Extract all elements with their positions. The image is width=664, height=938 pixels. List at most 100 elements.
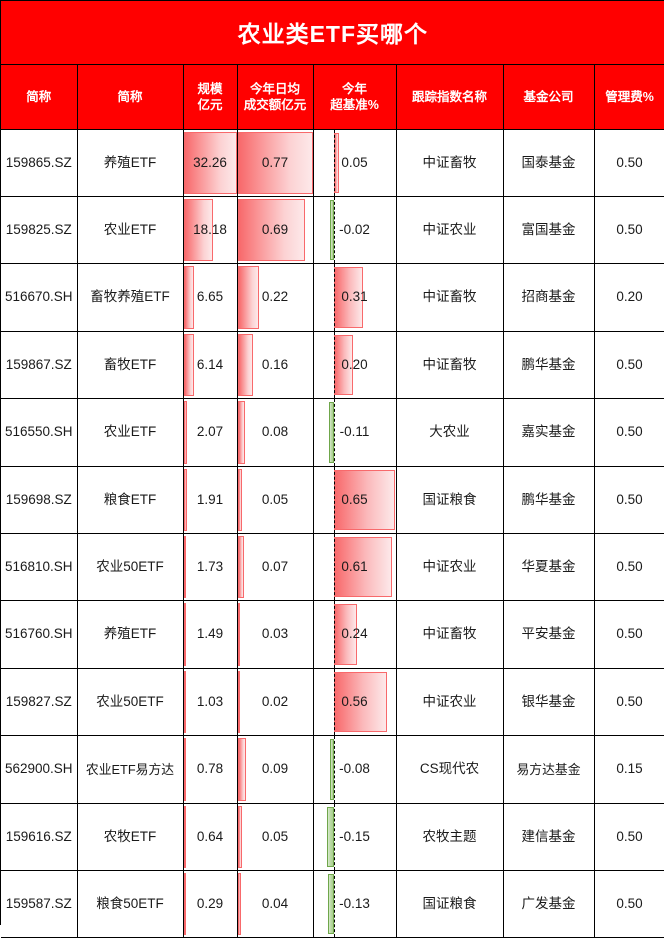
cell-excess[interactable]: -0.11 — [313, 398, 397, 467]
cell-name[interactable]: 农业ETF易方达 — [77, 735, 184, 804]
cell-index[interactable]: 国证粮食 — [396, 870, 504, 938]
table-row[interactable]: 516760.SH 养殖ETF 1.49 0.03 0.24 中证畜牧 平安基金 0.50 — [1, 600, 664, 669]
column-header-turnover[interactable]: 今年日均 成交额亿元 — [237, 64, 314, 130]
cell-name[interactable]: 畜牧养殖ETF — [77, 263, 184, 332]
cell-company[interactable]: 鹏华基金 — [503, 331, 595, 400]
table-row[interactable]: 159867.SZ 畜牧ETF 6.14 0.16 0.20 中证畜牧 鹏华基金 0.50 — [1, 331, 664, 400]
cell-index[interactable]: 国证粮食 — [396, 466, 504, 534]
cell-excess[interactable]: 0.56 — [313, 668, 397, 737]
cell-fee[interactable]: 0.50 — [594, 398, 664, 467]
cell-scale[interactable]: 18.18 — [183, 196, 238, 265]
cell-turnover[interactable]: 0.09 — [237, 735, 314, 804]
cell-scale[interactable]: 6.14 — [183, 331, 238, 400]
table-row[interactable]: 159616.SZ 农牧ETF 0.64 0.05 -0.15 农牧主题 建信基金 0.50 — [1, 803, 664, 871]
cell-company[interactable]: 鹏华基金 — [503, 466, 595, 534]
cell-code[interactable]: 516550.SH — [1, 398, 78, 467]
cell-scale[interactable]: 0.29 — [183, 870, 238, 938]
column-header-index[interactable]: 跟踪指数名称 — [396, 64, 504, 130]
cell-index[interactable]: 中证农业 — [396, 533, 504, 602]
cell-turnover[interactable]: 0.08 — [237, 398, 314, 467]
table-row[interactable]: 562900.SH 农业ETF易方达 0.78 0.09 -0.08 CS现代农 易方达基金… — [1, 735, 664, 804]
cell-index[interactable]: 中证畜牧 — [396, 331, 504, 400]
cell-name[interactable]: 农业50ETF — [77, 533, 184, 602]
cell-index[interactable]: 中证农业 — [396, 668, 504, 737]
cell-company[interactable]: 易方达基金 — [503, 735, 595, 804]
cell-code[interactable]: 516760.SH — [1, 600, 78, 669]
cell-index[interactable]: 中证畜牧 — [396, 129, 504, 197]
cell-index[interactable]: 农牧主题 — [396, 803, 504, 871]
cell-code[interactable]: 159587.SZ — [1, 870, 78, 938]
cell-name[interactable]: 农业50ETF — [77, 668, 184, 737]
cell-fee[interactable]: 0.15 — [594, 735, 664, 804]
cell-index[interactable]: CS现代农 — [396, 735, 504, 804]
cell-fee[interactable]: 0.50 — [594, 600, 664, 669]
cell-code[interactable]: 159698.SZ — [1, 466, 78, 534]
cell-fee[interactable]: 0.50 — [594, 331, 664, 400]
cell-scale[interactable]: 2.07 — [183, 398, 238, 467]
cell-name[interactable]: 畜牧ETF — [77, 331, 184, 400]
cell-name[interactable]: 农业ETF — [77, 398, 184, 467]
column-header-name[interactable]: 简称 — [77, 64, 184, 130]
cell-code[interactable]: 159865.SZ — [1, 129, 78, 197]
cell-excess[interactable]: 0.20 — [313, 331, 397, 400]
cell-code[interactable]: 562900.SH — [1, 735, 78, 804]
cell-turnover[interactable]: 0.03 — [237, 600, 314, 669]
cell-turnover[interactable]: 0.05 — [237, 803, 314, 871]
cell-turnover[interactable]: 0.04 — [237, 870, 314, 938]
cell-excess[interactable]: 0.61 — [313, 533, 397, 602]
cell-fee[interactable]: 0.20 — [594, 263, 664, 332]
table-row[interactable]: 159827.SZ 农业50ETF 1.03 0.02 0.56 中证农业 银华基金 0.50 — [1, 668, 664, 737]
cell-excess[interactable]: -0.02 — [313, 196, 397, 265]
cell-name[interactable]: 农牧ETF — [77, 803, 184, 871]
cell-code[interactable]: 159825.SZ — [1, 196, 78, 265]
cell-company[interactable]: 建信基金 — [503, 803, 595, 871]
cell-scale[interactable]: 32.26 — [183, 129, 238, 197]
column-header-fee[interactable]: 管理费% — [594, 64, 664, 130]
cell-scale[interactable]: 1.91 — [183, 466, 238, 534]
cell-name[interactable]: 农业ETF — [77, 196, 184, 265]
cell-turnover[interactable]: 0.69 — [237, 196, 314, 265]
cell-excess[interactable]: -0.08 — [313, 735, 397, 804]
cell-excess[interactable]: 0.05 — [313, 129, 397, 197]
cell-turnover[interactable]: 0.77 — [237, 129, 314, 197]
cell-scale[interactable]: 6.65 — [183, 263, 238, 332]
cell-name[interactable]: 粮食50ETF — [77, 870, 184, 938]
table-row[interactable]: 159698.SZ 粮食ETF 1.91 0.05 0.65 国证粮食 鹏华基金 0.50 — [1, 466, 664, 534]
cell-index[interactable]: 中证农业 — [396, 196, 504, 265]
cell-fee[interactable]: 0.50 — [594, 668, 664, 737]
cell-index[interactable]: 中证畜牧 — [396, 263, 504, 332]
column-header-company[interactable]: 基金公司 — [503, 64, 595, 130]
cell-scale[interactable]: 1.49 — [183, 600, 238, 669]
cell-company[interactable]: 华夏基金 — [503, 533, 595, 602]
cell-code[interactable]: 159616.SZ — [1, 803, 78, 871]
cell-name[interactable]: 养殖ETF — [77, 129, 184, 197]
column-header-excess[interactable]: 今年 超基准% — [313, 64, 397, 130]
cell-excess[interactable]: -0.15 — [313, 803, 397, 871]
cell-excess[interactable]: -0.13 — [313, 870, 397, 938]
cell-excess[interactable]: 0.31 — [313, 263, 397, 332]
cell-fee[interactable]: 0.50 — [594, 466, 664, 534]
cell-name[interactable]: 养殖ETF — [77, 600, 184, 669]
column-header-code[interactable]: 简称 — [1, 64, 78, 130]
cell-fee[interactable]: 0.50 — [594, 196, 664, 265]
cell-fee[interactable]: 0.50 — [594, 803, 664, 871]
table-row[interactable]: 159825.SZ 农业ETF 18.18 0.69 -0.02 中证农业 富国基金 0.50 — [1, 196, 664, 265]
cell-scale[interactable]: 0.64 — [183, 803, 238, 871]
cell-name[interactable]: 粮食ETF — [77, 466, 184, 534]
cell-scale[interactable]: 0.78 — [183, 735, 238, 804]
cell-company[interactable]: 国泰基金 — [503, 129, 595, 197]
table-row[interactable]: 159865.SZ 养殖ETF 32.26 0.77 0.05 中证畜牧 国泰基金 0.50 — [1, 129, 664, 197]
cell-code[interactable]: 516810.SH — [1, 533, 78, 602]
cell-code[interactable]: 516670.SH — [1, 263, 78, 332]
cell-company[interactable]: 嘉实基金 — [503, 398, 595, 467]
cell-fee[interactable]: 0.50 — [594, 870, 664, 938]
cell-company[interactable]: 招商基金 — [503, 263, 595, 332]
cell-scale[interactable]: 1.73 — [183, 533, 238, 602]
table-row[interactable]: 159587.SZ 粮食50ETF 0.29 0.04 -0.13 国证粮食 广发基金 0.5… — [1, 870, 664, 938]
cell-company[interactable]: 平安基金 — [503, 600, 595, 669]
cell-index[interactable]: 大农业 — [396, 398, 504, 467]
cell-turnover[interactable]: 0.05 — [237, 466, 314, 534]
cell-turnover[interactable]: 0.16 — [237, 331, 314, 400]
cell-scale[interactable]: 1.03 — [183, 668, 238, 737]
cell-turnover[interactable]: 0.02 — [237, 668, 314, 737]
